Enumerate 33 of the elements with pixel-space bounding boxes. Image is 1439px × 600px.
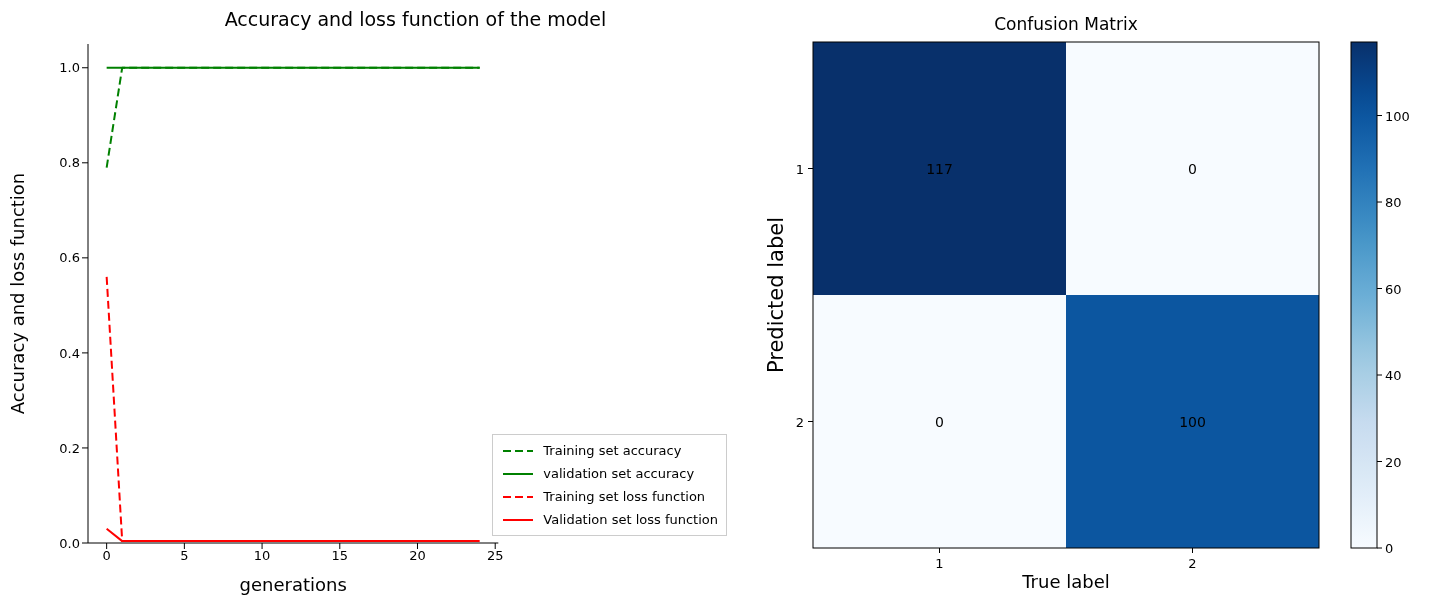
x-tick-label: 20 <box>409 548 426 564</box>
y-tick-label: 1.0 <box>59 60 80 76</box>
legend-label: validation set accuracy <box>543 466 695 481</box>
y-axis-title: Predicted label <box>764 216 788 374</box>
color-bar-label: 100 <box>1385 108 1410 124</box>
x-tick-label: 2 <box>1188 556 1197 571</box>
chart-title: Accuracy and loss function of the model <box>223 8 608 32</box>
x-tick-label: 10 <box>253 548 271 564</box>
y-tick-label: 0.2 <box>59 440 80 456</box>
chart-title: Confusion Matrix <box>994 14 1138 34</box>
y-axis-title: Accuracy and loss function <box>7 172 29 415</box>
legend-label: Training set loss function <box>543 489 706 504</box>
color-bar-label: 40 <box>1385 368 1402 384</box>
data-label: 0 <box>935 413 944 430</box>
data-label: 117 <box>926 160 953 177</box>
y-tick-label: 0.6 <box>59 250 80 266</box>
x-tick-label: 1 <box>935 556 944 571</box>
data-label: 0 <box>1188 160 1197 177</box>
data-label: 100 <box>1179 413 1206 430</box>
x-tick-label: 15 <box>331 548 349 564</box>
color-bar-label: 80 <box>1385 195 1402 211</box>
color-bar-label: 60 <box>1385 281 1402 297</box>
x-tick-label: 25 <box>486 548 504 564</box>
x-tick-label: 0 <box>102 548 111 564</box>
y-tick-label: 0.8 <box>59 155 80 171</box>
legend-label: Validation set loss function <box>543 512 718 527</box>
y-tick-label: 0.4 <box>59 345 80 361</box>
legend-label: Training set accuracy <box>543 443 682 458</box>
x-axis-title: generations <box>239 574 347 595</box>
x-tick-label: 5 <box>180 548 189 564</box>
x-axis-title: True label <box>1021 571 1110 592</box>
y-tick-label: 0.0 <box>59 535 80 551</box>
color-bar-label: 20 <box>1385 454 1402 470</box>
